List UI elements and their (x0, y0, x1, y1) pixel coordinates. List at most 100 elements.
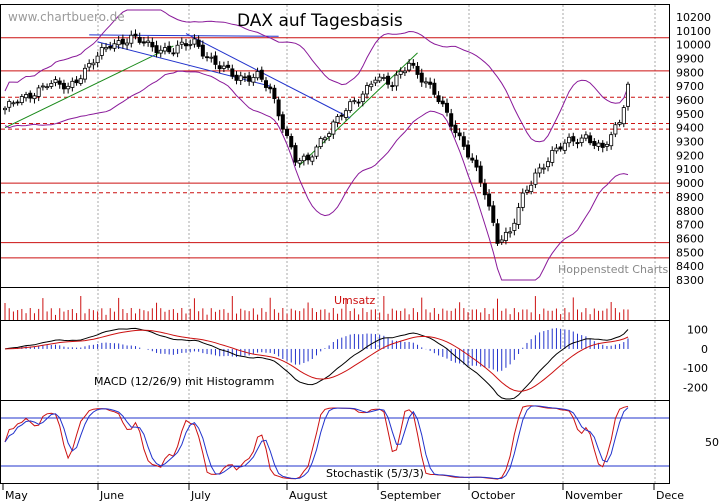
candle-body (213, 55, 218, 65)
price-tick-label: 9500 (676, 108, 704, 121)
month-axis: May June July August September October Novembe… (2, 484, 684, 502)
candle-body (137, 37, 142, 43)
candle-body (238, 75, 243, 81)
candle-body (53, 79, 58, 84)
macd-tick-label: 0 (701, 343, 708, 356)
candle-body (600, 142, 605, 148)
candle-body (386, 75, 391, 85)
price-tick-label: 9000 (676, 177, 704, 190)
candle-body (423, 81, 428, 84)
candle-body (125, 42, 130, 46)
candle-body (221, 65, 226, 69)
candle-body (11, 102, 16, 105)
candle-body (524, 189, 529, 193)
candle-body (306, 154, 311, 161)
price-axis: 1020010100100009900980097009600950094009… (676, 11, 711, 287)
candle-body (503, 231, 508, 241)
stoch-tick-label: 50 (705, 436, 719, 449)
watermark: www.chartbuero.de (8, 10, 125, 24)
candle-body (192, 38, 197, 45)
candle-body (335, 116, 340, 124)
price-tick-label: 9700 (676, 80, 704, 93)
candle-body (356, 101, 361, 104)
candle-body (175, 44, 180, 54)
candle-body (558, 146, 563, 150)
candle-body (234, 74, 239, 81)
candle-body (289, 136, 294, 148)
candle-body (343, 110, 348, 118)
candle-body (478, 165, 483, 183)
candle-body (537, 167, 542, 174)
candle-body (491, 205, 496, 223)
price-tick-label: 8300 (676, 274, 704, 287)
month-label: November (565, 489, 623, 502)
candle-body (529, 184, 534, 193)
candle-body (369, 83, 374, 88)
candle-body (268, 86, 273, 90)
candle-body (533, 172, 538, 185)
candle-body (453, 124, 458, 134)
stochastic-lines (1, 405, 669, 480)
candle-body (171, 52, 176, 55)
candle-body (482, 183, 487, 196)
candle-body (297, 160, 302, 164)
candle-body (461, 136, 466, 147)
candle-body (499, 239, 504, 243)
candle-body (70, 80, 75, 88)
candle-body (82, 67, 87, 80)
candle-body (24, 94, 29, 99)
candle-body (146, 40, 151, 44)
candle-body (49, 83, 54, 87)
volume-label: Umsatz (334, 294, 376, 307)
month-label: August (289, 489, 328, 502)
candle-body (487, 193, 492, 207)
price-tick-label: 9800 (676, 66, 704, 79)
candle-body (217, 65, 222, 70)
source-label: Hoppenstedt Charts (558, 263, 669, 276)
candle-body (609, 134, 614, 147)
candle-body (470, 157, 475, 161)
stoch-k-line (4, 405, 629, 480)
candle-body (112, 43, 117, 49)
candle-body (108, 45, 113, 49)
candle-body (205, 56, 210, 59)
macd-tick-label: 100 (687, 324, 708, 337)
candle-body (133, 33, 138, 37)
month-label: June (99, 489, 124, 502)
stoch-panel-frame (0, 400, 670, 484)
candle-body (141, 41, 146, 44)
candle-body (449, 113, 454, 127)
candle-body (457, 132, 462, 137)
candle-body (129, 34, 134, 44)
candle-body (592, 140, 597, 146)
candle-body (390, 85, 395, 87)
candle-body (32, 95, 37, 100)
candle-body (428, 81, 433, 85)
candle-body (179, 41, 184, 45)
macd-signal-line (4, 329, 629, 392)
bollinger-lower (4, 70, 629, 281)
macd-lines (4, 327, 629, 400)
price-tick-label: 9200 (676, 149, 704, 162)
candle-body (554, 147, 559, 152)
price-tick-label: 9100 (676, 163, 704, 176)
candle-body (91, 62, 96, 66)
candle-body (516, 207, 521, 225)
candle-body (495, 223, 500, 244)
candle-body (36, 87, 41, 97)
chart-title: DAX auf Tagesbasis (237, 11, 403, 31)
candle-body (167, 45, 172, 53)
candles (3, 29, 631, 246)
candle-body (474, 159, 479, 168)
candle-body (263, 80, 268, 88)
candle-body (61, 82, 66, 90)
price-panel-frame (0, 4, 670, 288)
candle-body (541, 167, 546, 170)
candle-body (120, 38, 125, 45)
candle-body (154, 45, 159, 54)
candle-body (402, 70, 407, 74)
candle-body (162, 47, 167, 52)
price-tick-label: 10200 (676, 11, 711, 24)
candle-body (230, 68, 235, 77)
candle-body (45, 86, 50, 89)
